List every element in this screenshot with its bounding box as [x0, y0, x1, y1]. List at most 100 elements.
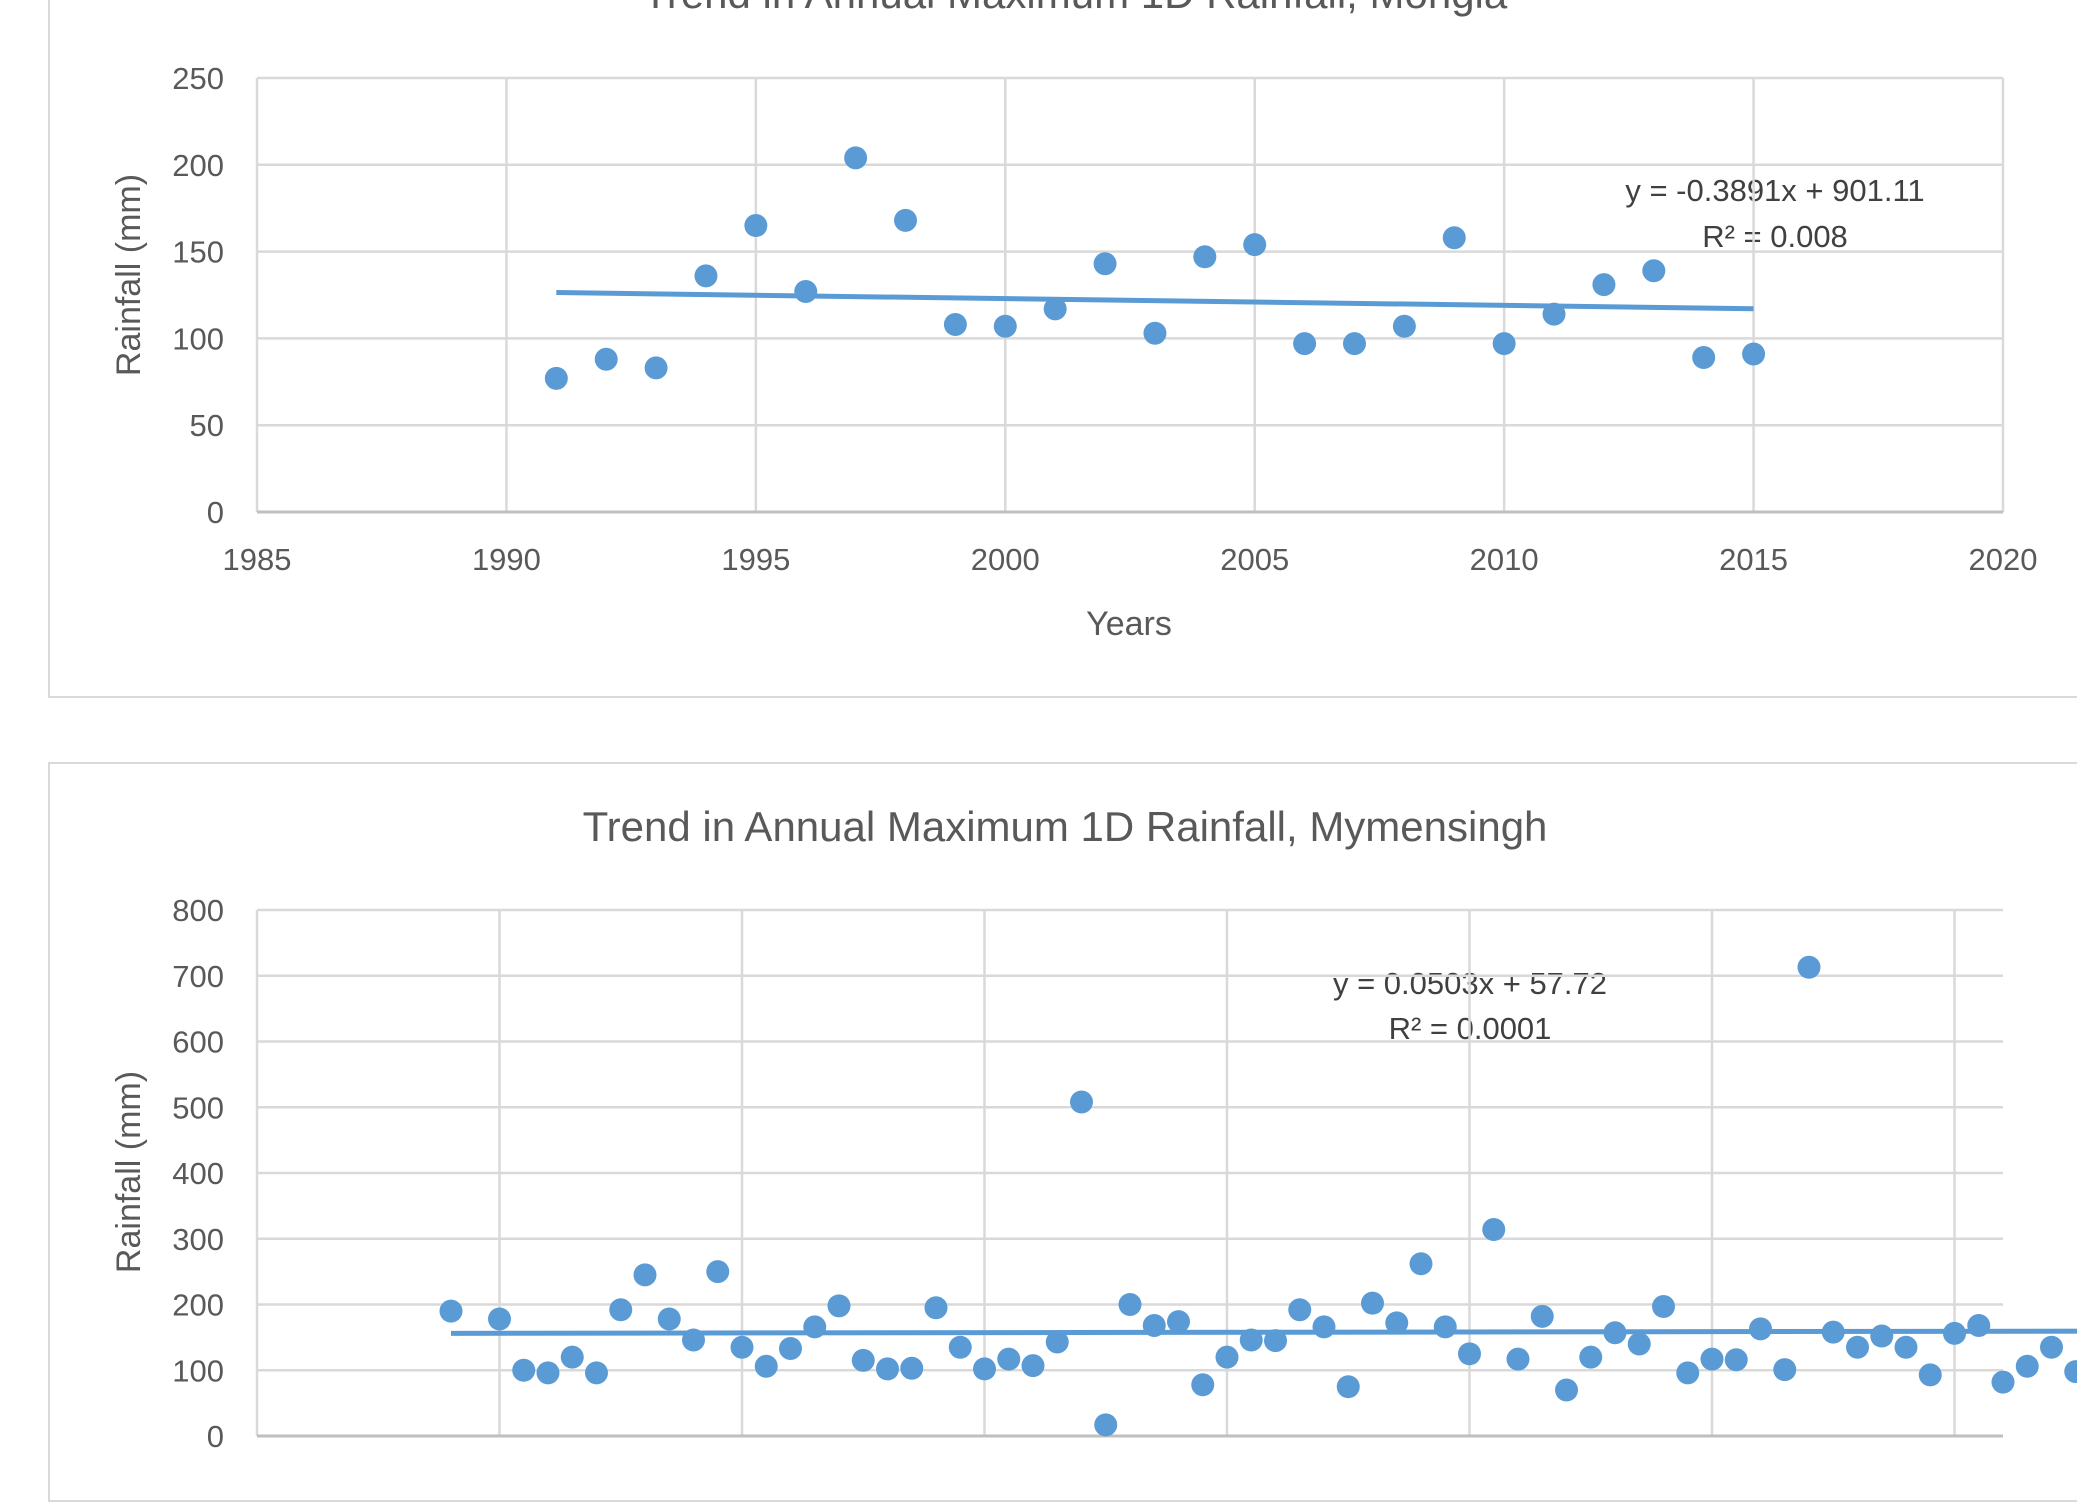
data-point: [876, 1357, 899, 1380]
data-point: [1943, 1322, 1966, 1345]
data-point: [1846, 1336, 1869, 1359]
data-point: [545, 367, 568, 390]
chart-title: Trend in Annual Maximum 1D Rainfall, Mon…: [643, 0, 1508, 17]
data-point: [779, 1337, 802, 1360]
data-point: [682, 1329, 705, 1352]
x-tick-label: 2015: [1719, 542, 1788, 577]
data-point: [694, 264, 717, 287]
data-point: [645, 356, 668, 379]
data-point: [1313, 1315, 1336, 1338]
x-tick-label: 2010: [1470, 542, 1539, 577]
data-point: [1531, 1305, 1554, 1328]
data-point: [894, 209, 917, 232]
trendline-equation: y = -0.3891x + 901.11: [1625, 173, 1924, 208]
y-tick-label: 700: [172, 959, 224, 994]
y-axis-title: Rainfall (mm): [110, 174, 148, 376]
mongla-chart: Trend in Annual Maximum 1D Rainfall, Mon…: [110, 0, 2037, 643]
data-point: [900, 1357, 923, 1380]
data-point: [852, 1349, 875, 1372]
data-point: [1579, 1346, 1602, 1369]
x-tick-label: 2020: [1969, 542, 2038, 577]
data-point: [1822, 1321, 1845, 1344]
data-point: [1692, 346, 1715, 369]
data-point: [731, 1336, 754, 1359]
data-point: [561, 1346, 584, 1369]
data-points: [545, 146, 1765, 389]
data-point: [755, 1355, 778, 1378]
trendline-r-squared: R² = 0.008: [1702, 219, 1848, 254]
data-point: [2016, 1355, 2039, 1378]
data-point: [1243, 233, 1266, 256]
trendline: [556, 293, 1753, 309]
gridlines: [257, 78, 2003, 512]
data-point: [609, 1298, 632, 1321]
data-point: [973, 1357, 996, 1380]
data-point: [440, 1300, 463, 1323]
data-point: [1143, 322, 1166, 345]
data-point: [828, 1294, 851, 1317]
data-point: [2064, 1360, 2077, 1383]
data-point: [1895, 1336, 1918, 1359]
data-point: [1293, 332, 1316, 355]
data-point: [1264, 1329, 1287, 1352]
x-tick-label: 2005: [1220, 542, 1289, 577]
y-tick-label: 800: [172, 893, 224, 928]
data-point: [1555, 1378, 1578, 1401]
y-tick-label: 100: [172, 321, 224, 356]
data-point: [1798, 956, 1821, 979]
data-point: [1070, 1090, 1093, 1113]
data-point: [744, 214, 767, 237]
data-point: [997, 1348, 1020, 1371]
data-point: [1919, 1363, 1942, 1386]
chart-title: Trend in Annual Maximum 1D Rainfall, Mym…: [583, 803, 1548, 850]
data-point: [1046, 1330, 1069, 1353]
data-point: [1507, 1348, 1530, 1371]
y-tick-label: 200: [172, 1288, 224, 1323]
data-point: [994, 315, 1017, 338]
data-point: [634, 1263, 657, 1286]
y-tick-label: 150: [172, 235, 224, 270]
x-tick-label: 2000: [971, 542, 1040, 577]
data-point: [1094, 252, 1117, 275]
data-point: [1361, 1292, 1384, 1315]
data-point: [1967, 1314, 1990, 1337]
x-tick-label: 1990: [472, 542, 541, 577]
data-point: [1044, 297, 1067, 320]
data-point: [925, 1296, 948, 1319]
y-tick-label: 500: [172, 1090, 224, 1125]
data-point: [944, 313, 967, 336]
data-point: [1773, 1358, 1796, 1381]
x-tick-label: 1985: [223, 542, 292, 577]
data-point: [1458, 1342, 1481, 1365]
data-point: [1749, 1317, 1772, 1340]
data-point: [488, 1307, 511, 1330]
y-tick-label: 250: [172, 61, 224, 96]
y-tick-label: 300: [172, 1222, 224, 1257]
data-point: [1288, 1298, 1311, 1321]
data-point: [1385, 1311, 1408, 1334]
data-point: [1094, 1413, 1117, 1436]
charts-canvas: Trend in Annual Maximum 1D Rainfall, Mon…: [0, 0, 2077, 1456]
y-tick-label: 600: [172, 1025, 224, 1060]
data-point: [1482, 1218, 1505, 1241]
data-point: [1193, 245, 1216, 268]
data-point: [658, 1307, 681, 1330]
data-point: [1191, 1373, 1214, 1396]
data-point: [1642, 259, 1665, 282]
y-axis-title: Rainfall (mm): [110, 1071, 148, 1273]
data-point: [1652, 1295, 1675, 1318]
data-point: [512, 1359, 535, 1382]
y-tick-label: 50: [190, 408, 224, 443]
data-point: [1443, 226, 1466, 249]
data-point: [803, 1315, 826, 1338]
data-point: [1216, 1346, 1239, 1369]
y-tick-label: 0: [207, 495, 224, 530]
data-point: [1725, 1348, 1748, 1371]
data-point: [585, 1361, 608, 1384]
data-point: [794, 280, 817, 303]
data-point: [706, 1260, 729, 1283]
data-point: [1543, 303, 1566, 326]
